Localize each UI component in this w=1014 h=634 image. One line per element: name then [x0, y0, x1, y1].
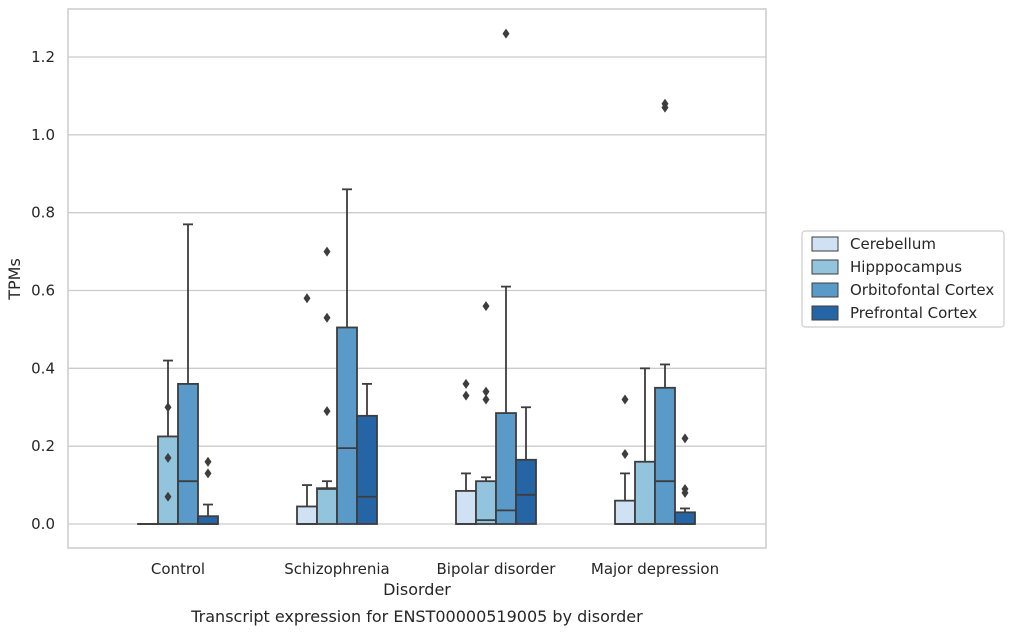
y-tick-label: 0.6 [31, 282, 55, 300]
x-tick-label: Major depression [591, 560, 719, 578]
box-body [356, 414, 378, 525]
outlier-point [681, 433, 689, 444]
outlier-point [323, 246, 331, 257]
box-body [455, 490, 477, 525]
legend-swatch [811, 305, 839, 321]
box-body [296, 505, 318, 525]
outlier-point [502, 28, 510, 39]
box-body [515, 458, 537, 525]
box-cerebellum [614, 394, 636, 525]
outlier-point [661, 98, 669, 109]
box-orbitofontal-cortex [177, 223, 199, 525]
outlier-point [323, 312, 331, 323]
y-tick-label: 0.0 [31, 515, 55, 533]
box-orbitofontal-cortex [495, 28, 517, 525]
box-hipppocampus [634, 367, 656, 525]
x-tick-label: Schizophrenia [284, 560, 389, 578]
box-body [654, 386, 676, 525]
outlier-point [462, 390, 470, 401]
outlier-point [323, 406, 331, 417]
y-axis-label: TPMs [5, 258, 24, 301]
outlier-point [681, 483, 689, 494]
outlier-point [462, 378, 470, 389]
outlier-point [303, 293, 311, 304]
box-body [157, 435, 179, 525]
box-body [495, 412, 517, 525]
outlier-point [204, 468, 212, 479]
box-groups [137, 28, 696, 525]
outlier-point [164, 452, 172, 463]
x-axis-label: Disorder [383, 580, 451, 599]
y-tick-label: 1.0 [31, 126, 55, 144]
legend-swatch [811, 236, 839, 252]
box-cerebellum [455, 378, 477, 525]
box-body [316, 487, 338, 525]
legend-label: Hipppocampus [850, 258, 962, 276]
box-hipppocampus [316, 246, 338, 525]
box-body [336, 326, 358, 525]
outlier-point [482, 394, 490, 405]
outlier-point [164, 402, 172, 413]
outlier-point [621, 394, 629, 405]
box-orbitofontal-cortex [336, 188, 358, 525]
box-body [475, 480, 497, 525]
box-body [634, 460, 656, 525]
y-tick-label: 0.4 [31, 359, 55, 377]
box-body [177, 382, 199, 525]
box-orbitofontal-cortex [654, 98, 676, 525]
box-hipppocampus [475, 301, 497, 525]
legend-label: Cerebellum [850, 235, 936, 253]
outlier-point [621, 448, 629, 459]
legend: Cerebellum Hipppocampus Orbitofontal Corte… [801, 230, 1005, 328]
box-body [674, 511, 696, 525]
box-body [197, 515, 219, 525]
legend-frame [801, 230, 1005, 328]
plot-frame [67, 8, 767, 549]
legend-swatch [811, 282, 839, 298]
y-tick-label: 1.2 [31, 48, 55, 66]
box-prefrontal-cortex [356, 382, 378, 525]
chart-caption: Transcript expression for ENST0000051900… [190, 607, 643, 626]
box-prefrontal-cortex [515, 406, 537, 525]
x-tick-label: Bipolar disorder [437, 560, 557, 578]
x-axis-ticks: Control Schizophrenia Bipolar disorder Majo… [151, 560, 719, 578]
legend-label: Prefrontal Cortex [850, 304, 977, 322]
outlier-point [204, 456, 212, 467]
y-tick-label: 0.2 [31, 437, 55, 455]
y-tick-label: 0.8 [31, 204, 55, 222]
y-axis-ticks: 0.0 0.2 0.4 0.6 0.8 1.0 1.2 [31, 48, 55, 533]
box-hipppocampus [157, 359, 179, 525]
outlier-point [482, 301, 490, 312]
legend-label: Orbitofontal Cortex [850, 281, 994, 299]
box-prefrontal-cortex [674, 433, 696, 525]
x-tick-label: Control [151, 560, 205, 578]
legend-swatch [811, 259, 839, 275]
outlier-point [164, 491, 172, 502]
box-cerebellum [296, 293, 318, 525]
box-prefrontal-cortex [197, 456, 219, 525]
box-body [614, 499, 636, 525]
outlier-point [482, 386, 490, 397]
